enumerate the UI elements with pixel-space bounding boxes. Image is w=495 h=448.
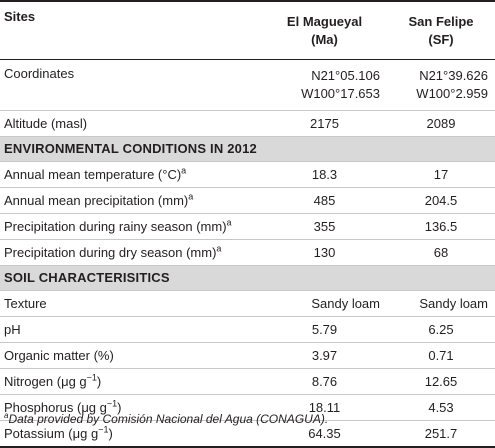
table-row-rainy-precipitation: Precipitation during rainy season (mm)a … xyxy=(0,213,495,240)
section-title: ENVIRONMENTAL CONDITIONS IN 2012 xyxy=(0,136,495,162)
ma-value: 130 xyxy=(262,239,387,266)
row-label: pH xyxy=(0,316,262,343)
table-row-phosphorus: Phosphorus (μg g−1) 18.11 4.53 xyxy=(0,394,495,421)
table-header-row: Sites El Magueyal (Ma) San Felipe (SF) xyxy=(0,0,495,60)
sf-lon: W100°2.959 xyxy=(416,86,488,101)
row-label: Coordinates xyxy=(0,59,262,111)
header-sf-name: San Felipe xyxy=(408,13,474,29)
ma-value: 355 xyxy=(262,213,387,240)
header-ma-name: El Magueyal xyxy=(286,13,363,29)
header-san-felipe: San Felipe (SF) xyxy=(387,0,495,60)
footnote-marker: a xyxy=(4,411,9,420)
ma-value: 485 xyxy=(262,187,387,214)
sf-value: 12.65 xyxy=(387,368,495,395)
ma-lon: W100°17.653 xyxy=(301,86,380,101)
table-footnote: aData provided by Comisión Nacional del … xyxy=(4,411,329,427)
table-row-annual-precipitation: Annual mean precipitation (mm)a 485 204.… xyxy=(0,187,495,214)
ma-value: 8.76 xyxy=(262,368,387,395)
row-label: Annual mean precipitation (mm)a xyxy=(0,187,262,214)
sf-value: 68 xyxy=(387,239,495,266)
table-row-texture: Texture Sandy loam Sandy loam xyxy=(0,290,495,317)
footnote-marker: a xyxy=(226,217,232,228)
sf-value: 4.53 xyxy=(387,394,495,421)
header-ma-abbr: (Ma) xyxy=(311,31,338,47)
ma-value: 2175 xyxy=(262,110,387,137)
footnote-marker: a xyxy=(188,191,194,202)
ma-coordinates: N21°05.106 W100°17.653 xyxy=(262,59,387,111)
section-title: SOIL CHARACTERISITICS xyxy=(0,265,495,291)
row-label: Precipitation during dry season (mm)a xyxy=(0,239,262,266)
table-row-coordinates: Coordinates N21°05.106 W100°17.653 N21°3… xyxy=(0,59,495,111)
footnote-marker: a xyxy=(181,165,187,176)
table-row-temperature: Annual mean temperature (°C)a 18.3 17 xyxy=(0,161,495,188)
ma-value: 3.97 xyxy=(262,342,387,369)
sf-value: 2089 xyxy=(387,110,495,137)
sf-value: 136.5 xyxy=(387,213,495,240)
sf-value: 6.25 xyxy=(387,316,495,343)
sf-value: Sandy loam xyxy=(387,290,495,317)
row-label: Annual mean temperature (°C)a xyxy=(0,161,262,188)
table-row-ph: pH 5.79 6.25 xyxy=(0,316,495,343)
header-sf-abbr: (SF) xyxy=(428,31,454,47)
row-label: Phosphorus (μg g−1) xyxy=(0,394,262,421)
row-label: Organic matter (%) xyxy=(0,342,262,369)
section-header-soil: SOIL CHARACTERISITICS xyxy=(0,265,495,291)
ma-value: Sandy loam xyxy=(262,290,387,317)
row-label: Precipitation during rainy season (mm)a xyxy=(0,213,262,240)
sf-value: 204.5 xyxy=(387,187,495,214)
header-sites: Sites xyxy=(0,0,262,60)
sf-coordinates: N21°39.626 W100°2.959 xyxy=(387,59,495,111)
ma-lat: N21°05.106 xyxy=(311,68,380,83)
ma-value: 5.79 xyxy=(262,316,387,343)
table-row-nitrogen: Nitrogen (μg g−1) 8.76 12.65 xyxy=(0,368,495,395)
sf-value: 0.71 xyxy=(387,342,495,369)
row-label: Texture xyxy=(0,290,262,317)
sf-value: 251.7 xyxy=(387,420,495,448)
ma-value: 18.3 xyxy=(262,161,387,188)
header-el-magueyal: El Magueyal (Ma) xyxy=(262,0,387,60)
sf-value: 17 xyxy=(387,161,495,188)
row-label: Altitude (masl) xyxy=(0,110,262,137)
footnote-marker: a xyxy=(216,243,222,254)
ma-value: 18.11 xyxy=(262,394,387,421)
section-header-environmental: ENVIRONMENTAL CONDITIONS IN 2012 xyxy=(0,136,495,162)
sf-lat: N21°39.626 xyxy=(419,68,488,83)
table-row-altitude: Altitude (masl) 2175 2089 xyxy=(0,110,495,137)
table-row-dry-precipitation: Precipitation during dry season (mm)a 13… xyxy=(0,239,495,266)
row-label: Nitrogen (μg g−1) xyxy=(0,368,262,395)
table-row-organic-matter: Organic matter (%) 3.97 0.71 xyxy=(0,342,495,369)
footnote-text: Data provided by Comisión Nacional del A… xyxy=(8,412,329,426)
